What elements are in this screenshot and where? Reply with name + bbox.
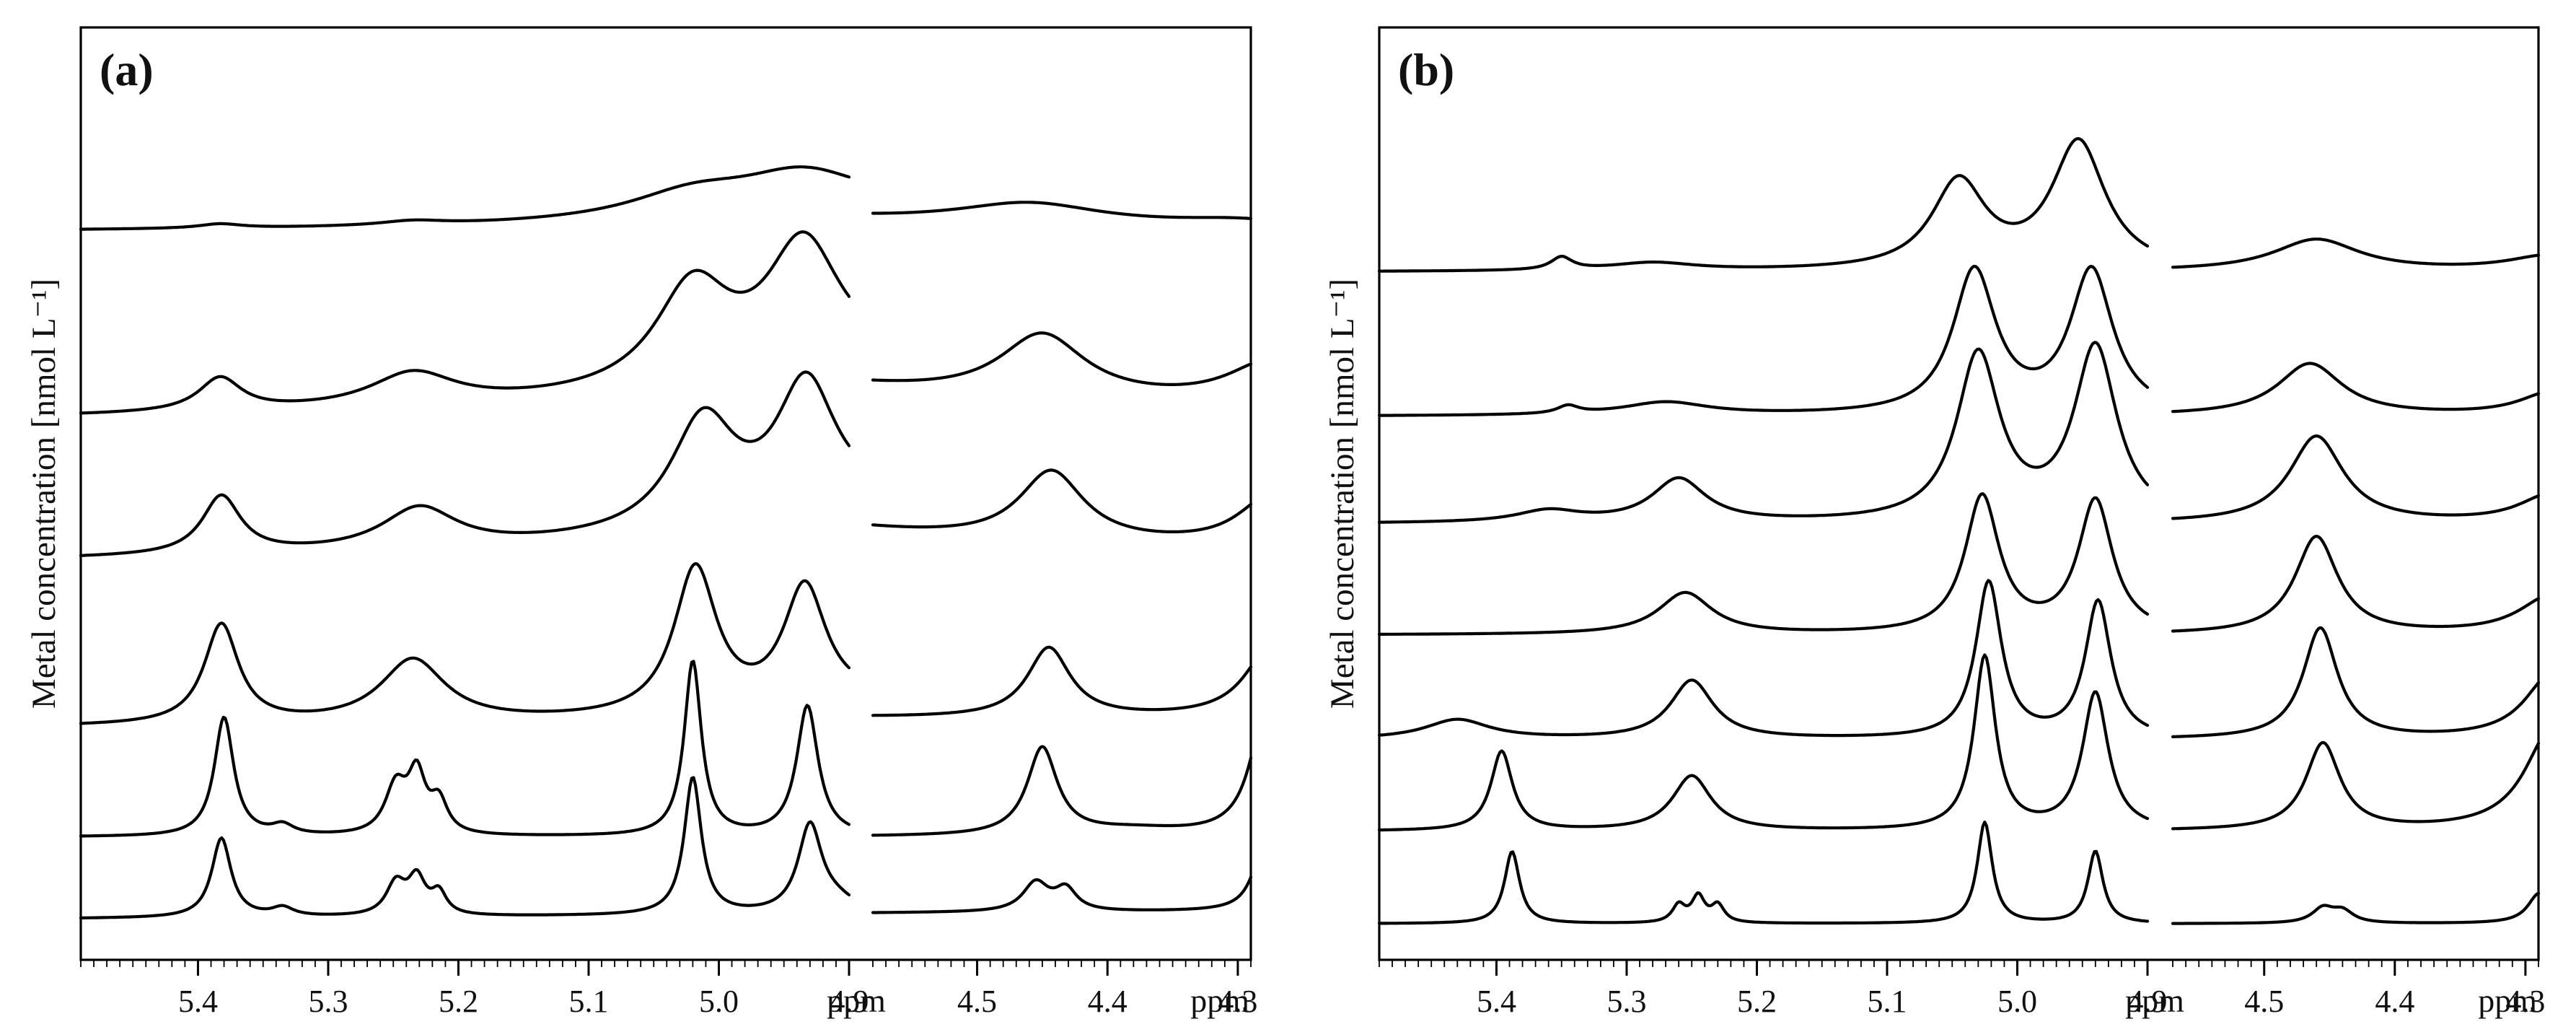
panel-a-trace-1-bottom-segment-2 (871, 875, 1253, 914)
panel-b-trace-2-segment-2 (2171, 740, 2541, 831)
panel-a-tick-label: 4.9 (830, 984, 869, 1019)
panel-b-trace-4-segment-1 (1377, 492, 2150, 636)
panel-a-trace-5-segment-1 (79, 230, 851, 415)
panel-b-trace-5-segment-1 (1377, 341, 2150, 524)
panel-b-frame (1378, 26, 2540, 961)
panel-b-tick-label: 4.3 (2505, 984, 2545, 1019)
panel-b: (b) Metal concentration [nmol L⁻¹] 5.4 5.… (1324, 26, 2545, 1019)
panel-b-y-axis-label: Metal concentration [nmol L⁻¹] (1324, 279, 1361, 709)
panel-b-trace-1-bottom-segment-1 (1377, 821, 2150, 925)
panel-a-trace-3-segment-2 (871, 645, 1253, 717)
panel-a-trace-4-segment-2 (871, 468, 1253, 533)
panel-a-label: (a) (100, 44, 154, 95)
panel-b-trace-3-segment-2 (2171, 626, 2541, 738)
panel-a-trace-2-segment-1 (79, 660, 851, 838)
panel-b-tick-label: 5.1 (1867, 984, 1907, 1019)
panel-b-trace-5-segment-2 (2171, 434, 2541, 520)
panel-b-tick-label: 5.4 (1477, 984, 1516, 1019)
panel-b-traces (1377, 137, 2541, 925)
panel-a-trace-1-bottom-segment-1 (79, 776, 851, 919)
panel-b-unit-label: ppm (2478, 982, 2537, 1019)
panel-a-tick-label: 5.0 (699, 984, 739, 1019)
panel-a: (a) Metal concentration [nmol L⁻¹] 5.4 5.… (25, 26, 1257, 1019)
panel-a-unit-label: ppm (1190, 982, 1249, 1019)
panel-b-trace-3-segment-1 (1377, 579, 2150, 738)
panel-b-label: (b) (1398, 44, 1454, 95)
panel-b-tick-label: 4.5 (2244, 984, 2284, 1019)
panel-a-tick-label: 4.4 (1088, 984, 1127, 1019)
panel-b-tick-label: 4.4 (2375, 984, 2414, 1019)
panel-b-tick-label: 4.9 (2128, 984, 2168, 1019)
panel-a-tick-label: 5.4 (178, 984, 218, 1019)
panel-b-trace-2-segment-1 (1377, 653, 2150, 832)
panel-a-tick-label: 4.5 (957, 984, 997, 1019)
panel-b-unit-label: ppm (2125, 982, 2184, 1019)
panel-a-trace-2-segment-2 (871, 745, 1253, 837)
panel-b-trace-7-top-segment-2 (2171, 237, 2541, 269)
panel-a-frame (79, 26, 1252, 961)
panel-b-tick-label: 5.3 (1606, 984, 1646, 1019)
panel-a-trace-3-segment-1 (79, 561, 851, 725)
panel-a-trace-6-top-segment-1 (79, 165, 851, 231)
panel-a-trace-5-segment-2 (871, 331, 1253, 386)
panel-a-unit-label: ppm (827, 982, 886, 1019)
panel-a-trace-4-segment-1 (79, 370, 851, 557)
panel-a-traces (79, 165, 1253, 919)
panel-a-trace-6-top-segment-2 (871, 201, 1253, 220)
panel-a-tick-label: 5.3 (308, 984, 348, 1019)
panel-b-trace-1-bottom-segment-2 (2171, 891, 2541, 925)
panel-b-trace-6-segment-1 (1377, 265, 2150, 417)
panel-a-tick-label: 5.1 (568, 984, 608, 1019)
panel-b-trace-6-segment-2 (2171, 362, 2541, 414)
panel-a-tick-label: 4.3 (1218, 984, 1257, 1019)
panel-a-y-axis-label: Metal concentration [nmol L⁻¹] (25, 279, 63, 709)
panel-b-tick-label: 5.0 (1997, 984, 2037, 1019)
panel-a-tick-label: 5.2 (439, 984, 478, 1019)
panel-b-trace-4-segment-2 (2171, 535, 2541, 633)
panel-b-trace-7-top-segment-1 (1377, 137, 2150, 273)
panel-b-tick-label: 5.2 (1737, 984, 1777, 1019)
